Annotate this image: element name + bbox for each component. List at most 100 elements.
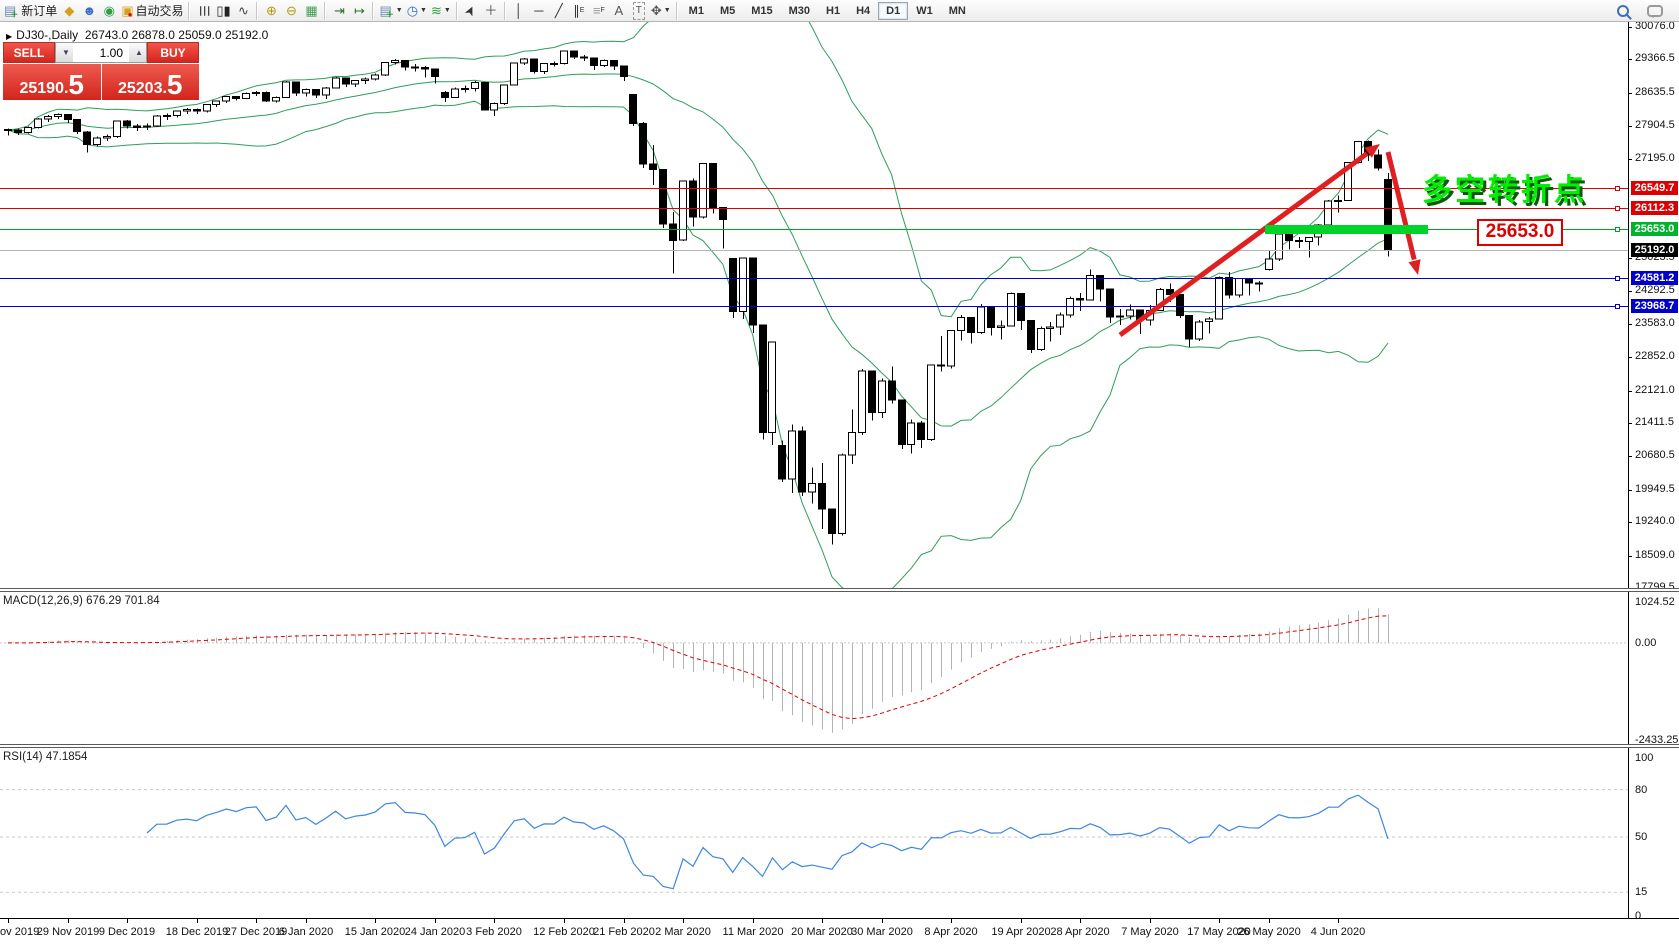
macd-tick-label: 0.00 [1635,637,1657,649]
date-tick [256,919,257,923]
date-label: 26 May 2020 [1237,926,1301,938]
one-click-collapse-icon[interactable]: ▶ [6,32,13,41]
buy-button[interactable]: BUY [147,42,199,63]
date-label: 6 Jan 2020 [278,926,334,938]
price-tick-label: 22852.0 [1635,350,1675,362]
axis-tick [1629,291,1632,292]
price-tick-label: 21411.5 [1635,416,1674,428]
timeframe-h1[interactable]: H1 [818,2,848,20]
bar-chart-icon[interactable]: ☰ [193,1,213,21]
toolbar-separator [324,1,327,20]
cursor-icon[interactable]: ➤ [461,1,481,21]
tile-windows-icon[interactable]: ▦ [301,1,321,21]
auto-scroll-icon[interactable]: ⇥ [329,1,349,21]
timeframe-m5[interactable]: M5 [712,2,743,20]
zoom-out-icon[interactable]: ⊖ [281,1,301,21]
crosshair-icon[interactable]: ＋ [481,1,501,21]
date-tick [1150,919,1151,923]
search-icon[interactable] [1613,1,1633,21]
axis-tick [1629,93,1632,94]
axis-tick [1629,556,1632,557]
fibonacci-icon[interactable]: ≡ F [589,1,609,21]
chat-icon[interactable] [1645,1,1665,21]
ohlc-values: 26743.0 26878.0 25059.0 25192.0 [84,28,269,42]
sell-button[interactable]: SELL [3,42,55,63]
price-tick-label: 30076.0 [1635,20,1675,32]
horizontal-line-icon[interactable]: ─ [529,1,549,21]
rsi-tick-label: 0 [1635,910,1642,922]
date-label: 27 Dec 2019 [224,926,288,938]
rsi-tick-label: 15 [1635,886,1648,898]
chart-title: ▶ DJ30-,Daily 26743.0 26878.0 25059.0 251… [6,28,268,42]
level-price-label: 24581.2 [1631,271,1678,285]
timeframe-m30[interactable]: M30 [781,2,818,20]
timeframe-h4[interactable]: H4 [848,2,878,20]
axis-tick [1629,126,1632,127]
chart-window[interactable]: 多空转折点 25653.0 30076.0 29366.5 28635.5 27… [0,20,1679,945]
rsi-tick-label: 100 [1635,752,1654,764]
arrows-button[interactable]: ✥ ▼ [649,1,673,21]
candlestick-chart-icon[interactable]: ▯▮ [213,1,233,21]
axis-tick [1629,357,1632,358]
price-level-box[interactable]: 25653.0 [1477,219,1563,246]
date-label: 21 Feb 2020 [593,926,655,938]
rsi-tick-label: 50 [1635,831,1648,843]
volume-decrease-button[interactable]: ▼ [56,43,73,62]
panel-splitter[interactable] [0,588,1679,592]
community-icon[interactable]: ☻ [79,1,99,21]
timeframe-w1[interactable]: W1 [908,2,941,20]
new-order-button[interactable]: ▤ ＋新订单 [4,2,58,20]
date-label: 2 Mar 2020 [655,926,711,938]
macd-label: MACD(12,26,9) 676.29 701.84 [3,595,160,607]
rsi-tick-label: 80 [1635,784,1648,796]
date-axis[interactable]: 20 Nov 2019 29 Nov 2019 9 Dec 2019 18 De… [0,918,1679,945]
profiles-button[interactable]: ◷ ▼ [405,1,429,21]
zoom-in-icon[interactable]: ⊕ [261,1,281,21]
channel-icon[interactable]: ∥ E [569,1,589,21]
date-tick [1219,919,1220,923]
gold-icon[interactable]: ◆ [59,1,79,21]
toolbar-separator [455,1,458,20]
date-tick [753,919,754,923]
turning-point-annotation[interactable]: 多空转折点 [1422,174,1587,207]
text-icon[interactable]: A [609,1,629,21]
panel-splitter[interactable] [0,744,1679,748]
axis-tick [1629,391,1632,392]
trendline-icon[interactable]: ╱ [549,1,569,21]
vertical-line-icon[interactable]: │ [509,1,529,21]
level-price-label: 26112.3 [1631,201,1678,215]
timeframe-m15[interactable]: M15 [743,2,780,20]
chart-shift-icon[interactable]: ↦ [349,1,369,21]
bid-price-label: 25192.0 [1631,243,1678,257]
rsi-panel[interactable] [0,748,1679,918]
support-highlight-bar[interactable] [1265,225,1428,234]
indicators-button[interactable]: ≋ ▼ [429,1,453,21]
timeframe-m1[interactable]: M1 [681,2,712,20]
volume-increase-button[interactable]: ▲ [129,43,146,62]
price-tick-label: 22121.0 [1635,384,1675,396]
price-chart-canvas[interactable] [0,22,1679,588]
toolbar-separator [256,1,259,20]
date-tick [8,919,9,923]
buy-price[interactable]: 25203. 5 [101,64,199,100]
autotrading-button[interactable]: ▣ ● 自动交易 [121,2,184,20]
price-tick-label: 24292.5 [1635,284,1675,296]
macd-panel[interactable] [0,592,1679,744]
date-label: 30 Mar 2020 [851,926,913,938]
date-tick [68,919,69,923]
new-chart-button[interactable]: ▤ ＋ ▼ [379,2,403,20]
sell-price[interactable]: 25190. 5 [3,64,101,100]
label-icon[interactable]: T [629,1,649,21]
macd-tick-label: -2433.25 [1635,734,1679,746]
timeframe-mn[interactable]: MN [941,2,974,20]
axis-tick [1629,27,1632,28]
price-tick-label: 27195.0 [1635,152,1675,164]
volume-input[interactable] [73,43,129,62]
price-axis[interactable]: 30076.0 29366.5 28635.5 27904.5 27195.0 … [1628,20,1679,922]
signal-icon[interactable]: ◉ [99,1,119,21]
date-label: 9 Dec 2019 [98,926,156,938]
date-label: 17 May 2020 [1187,926,1251,938]
line-chart-icon[interactable]: ∿ [233,1,253,21]
timeframe-d1[interactable]: D1 [878,1,909,20]
date-label: 3 Feb 2020 [466,926,522,938]
